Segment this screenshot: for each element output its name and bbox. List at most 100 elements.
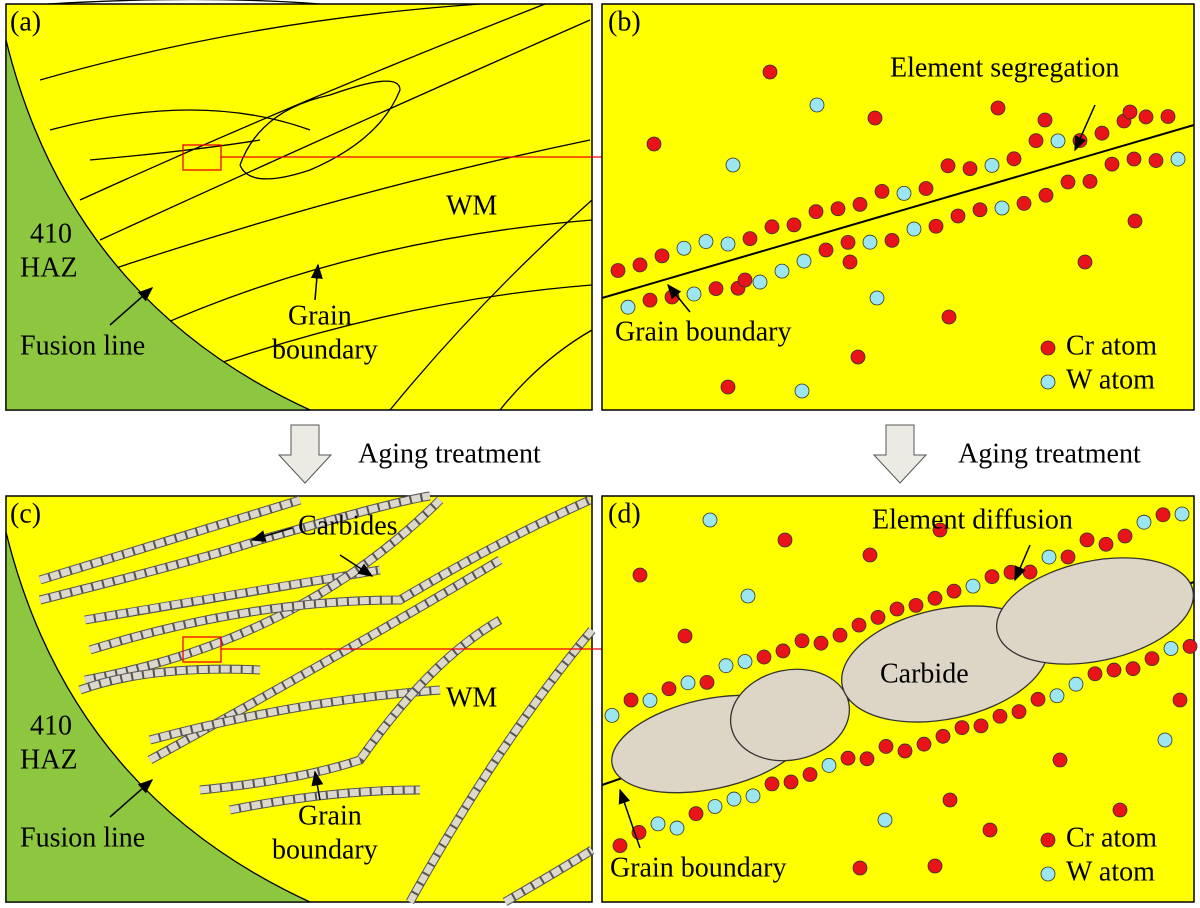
carbide-chain [406, 627, 595, 904]
pointer [339, 554, 374, 577]
atom [661, 681, 677, 697]
atom [708, 281, 724, 296]
atom [1136, 514, 1152, 530]
atom [840, 234, 856, 250]
atom [1157, 732, 1173, 748]
atom [1094, 125, 1110, 141]
atom [680, 675, 696, 691]
atom [702, 512, 718, 528]
pointer [311, 770, 324, 801]
atom [928, 218, 944, 234]
atom [1174, 506, 1190, 522]
atom [932, 522, 948, 538]
diffusion-label: Element diffusion [872, 504, 1073, 535]
atom [604, 707, 620, 723]
down-arrow [872, 424, 928, 484]
atom [990, 100, 1006, 116]
atom [1163, 641, 1179, 656]
atom [1127, 213, 1143, 229]
atom [1049, 688, 1065, 704]
atom [699, 674, 715, 690]
atom [942, 792, 958, 808]
atom [851, 617, 867, 633]
atom [1022, 564, 1038, 580]
pointer [310, 263, 323, 301]
fusion-line-label: Fusion line [20, 330, 145, 361]
atom [1160, 109, 1176, 124]
carbide-chain [78, 665, 261, 694]
atom [745, 788, 761, 804]
grain-label: Grain boundary [610, 852, 787, 883]
atom [832, 627, 848, 643]
legend-label: Cr atom [1066, 822, 1157, 853]
atom [686, 286, 702, 302]
atom [896, 185, 912, 201]
grain-label: boundary [272, 834, 378, 865]
atom [1182, 639, 1198, 654]
carbides-label: Carbides [298, 510, 398, 541]
atom [796, 253, 812, 269]
atom [774, 263, 790, 279]
atom [620, 299, 636, 315]
carbide-chain [503, 847, 594, 906]
pointer [1014, 544, 1031, 582]
atom [762, 64, 778, 80]
atom [725, 157, 741, 173]
aging-label: Aging treatment [358, 438, 541, 469]
carbide-label: Carbide [880, 658, 969, 689]
atom [852, 860, 868, 876]
atom [610, 263, 626, 278]
grain-lines [39, 0, 593, 411]
atom [740, 588, 756, 604]
atom [632, 567, 648, 583]
atom [954, 720, 970, 736]
atom [718, 658, 734, 674]
atom [1144, 651, 1160, 667]
carbide-chain [229, 786, 421, 814]
atom [1126, 151, 1142, 167]
grain-label: Grain boundary [615, 316, 792, 347]
atom [720, 236, 736, 252]
atom [737, 272, 753, 288]
atom [777, 532, 793, 548]
panel-b: Element segregation Grain boundary Cr atom… [601, 3, 1195, 411]
atom [877, 812, 893, 828]
legend-label: Cr atom [1066, 330, 1157, 361]
atom [813, 635, 829, 651]
atom [994, 200, 1010, 216]
atom [984, 569, 1000, 585]
atom [1117, 528, 1133, 544]
atom [1050, 133, 1066, 149]
panel-d: Carbide Element diffusion Grain boundary (d… [601, 495, 1198, 903]
atom [906, 221, 922, 237]
atom [840, 750, 856, 766]
atom [862, 234, 878, 250]
atom [927, 858, 943, 874]
carbide-chain [38, 496, 302, 584]
atom [612, 838, 628, 854]
atom [642, 292, 658, 308]
grain-label: Grain [288, 300, 352, 331]
atom [1079, 532, 1095, 548]
panel-label: (b) [608, 6, 641, 37]
atom [808, 204, 824, 220]
atom [669, 820, 685, 836]
atom [1138, 109, 1154, 125]
atom [867, 110, 883, 126]
atom [992, 708, 1008, 724]
atom [1106, 662, 1122, 678]
carbide-chain [199, 616, 502, 794]
haz-label: 410 [30, 218, 72, 249]
atom [1006, 151, 1022, 167]
atom [984, 157, 1000, 173]
atom [1112, 802, 1128, 818]
atom [878, 739, 894, 754]
atom [1040, 340, 1056, 356]
atom [982, 822, 998, 838]
atom [1040, 374, 1056, 390]
haz-label: HAZ [20, 744, 78, 775]
atom [1030, 691, 1046, 707]
atom [852, 196, 868, 212]
atom [786, 217, 802, 233]
